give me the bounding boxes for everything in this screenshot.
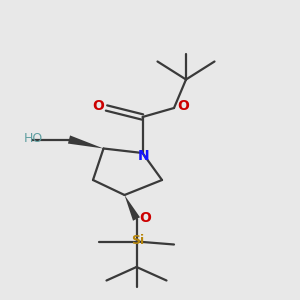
Polygon shape xyxy=(124,195,140,221)
Text: O: O xyxy=(177,100,189,113)
Text: N: N xyxy=(138,149,150,163)
Text: O: O xyxy=(92,100,104,113)
Text: HO: HO xyxy=(23,131,43,145)
Text: O: O xyxy=(140,211,152,224)
Polygon shape xyxy=(68,135,103,148)
Text: Si: Si xyxy=(131,234,145,248)
